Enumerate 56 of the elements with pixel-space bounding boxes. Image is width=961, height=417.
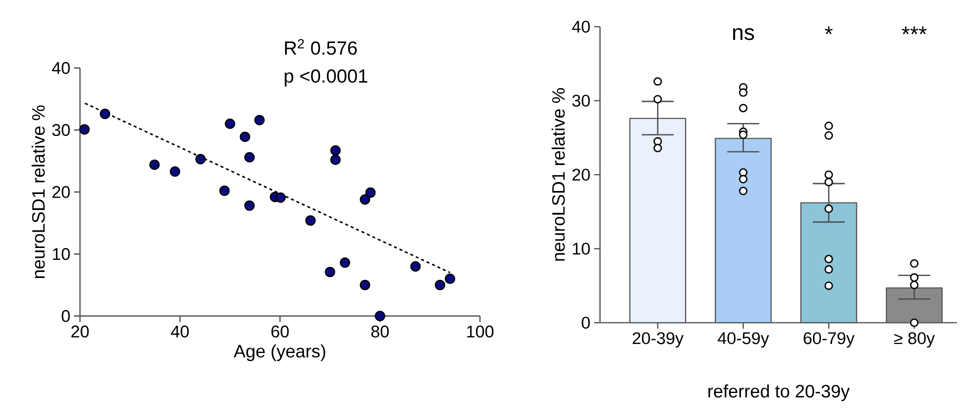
y-tick-label: 0 (582, 316, 590, 329)
point (444, 274, 456, 284)
point (275, 192, 286, 203)
bar (629, 118, 686, 324)
x-tick-label: ≥ 80y (894, 332, 935, 348)
y-tick-label: 40 (572, 20, 590, 33)
annotation: p <0.0001 (284, 69, 368, 86)
point (434, 280, 446, 290)
bar (886, 287, 943, 324)
y-tick-label: 30 (52, 124, 70, 136)
point (244, 152, 255, 163)
point (79, 124, 90, 135)
x-tick-label: 60-79y (804, 332, 855, 348)
x-tick-label: 20 (71, 326, 89, 338)
point (365, 187, 376, 198)
y-tick-label: 0 (62, 310, 70, 322)
x-tick-label: 40 (170, 326, 189, 338)
point (100, 108, 110, 120)
text: R$^{2}$ 0.576 (285, 39, 357, 55)
point (410, 261, 421, 272)
point (330, 154, 341, 166)
y-tick-label: 30 (572, 94, 590, 107)
point (374, 310, 386, 322)
x-tick-label: 80 (371, 326, 389, 338)
point (324, 266, 336, 278)
x-tick-label: 60 (271, 326, 289, 338)
point (240, 132, 250, 142)
point (219, 186, 230, 196)
point (170, 166, 180, 177)
point (254, 114, 265, 126)
annotation: ns (733, 28, 754, 40)
bar (714, 138, 772, 324)
y-tick-label: 20 (52, 186, 70, 198)
annotation: * (824, 26, 833, 34)
y-tick-label: 20 (572, 168, 590, 181)
x-axis-title: referred to 20-39y (708, 384, 850, 402)
point (149, 159, 160, 170)
x-tick-label: 100 (467, 326, 494, 338)
x-axis-title: Age (years) (234, 344, 326, 362)
point (330, 145, 341, 156)
point (360, 280, 370, 290)
y-tick-label: 10 (572, 242, 590, 255)
bar (800, 202, 858, 324)
point (305, 215, 316, 226)
point (195, 154, 206, 164)
point (340, 257, 350, 268)
y-axis-title: neuroLSD1 relative % (32, 105, 45, 278)
point (360, 194, 370, 205)
y-axis-title: neuroLSD1 relative % (552, 88, 565, 261)
point (224, 118, 236, 130)
x-tick-label: 40-59y (718, 332, 770, 348)
x-tick-label: 20-39y (632, 332, 684, 348)
annotation: *** (902, 26, 927, 34)
y-tick-label: 40 (52, 62, 70, 74)
y-tick-label: 10 (52, 248, 70, 260)
point (244, 200, 255, 211)
